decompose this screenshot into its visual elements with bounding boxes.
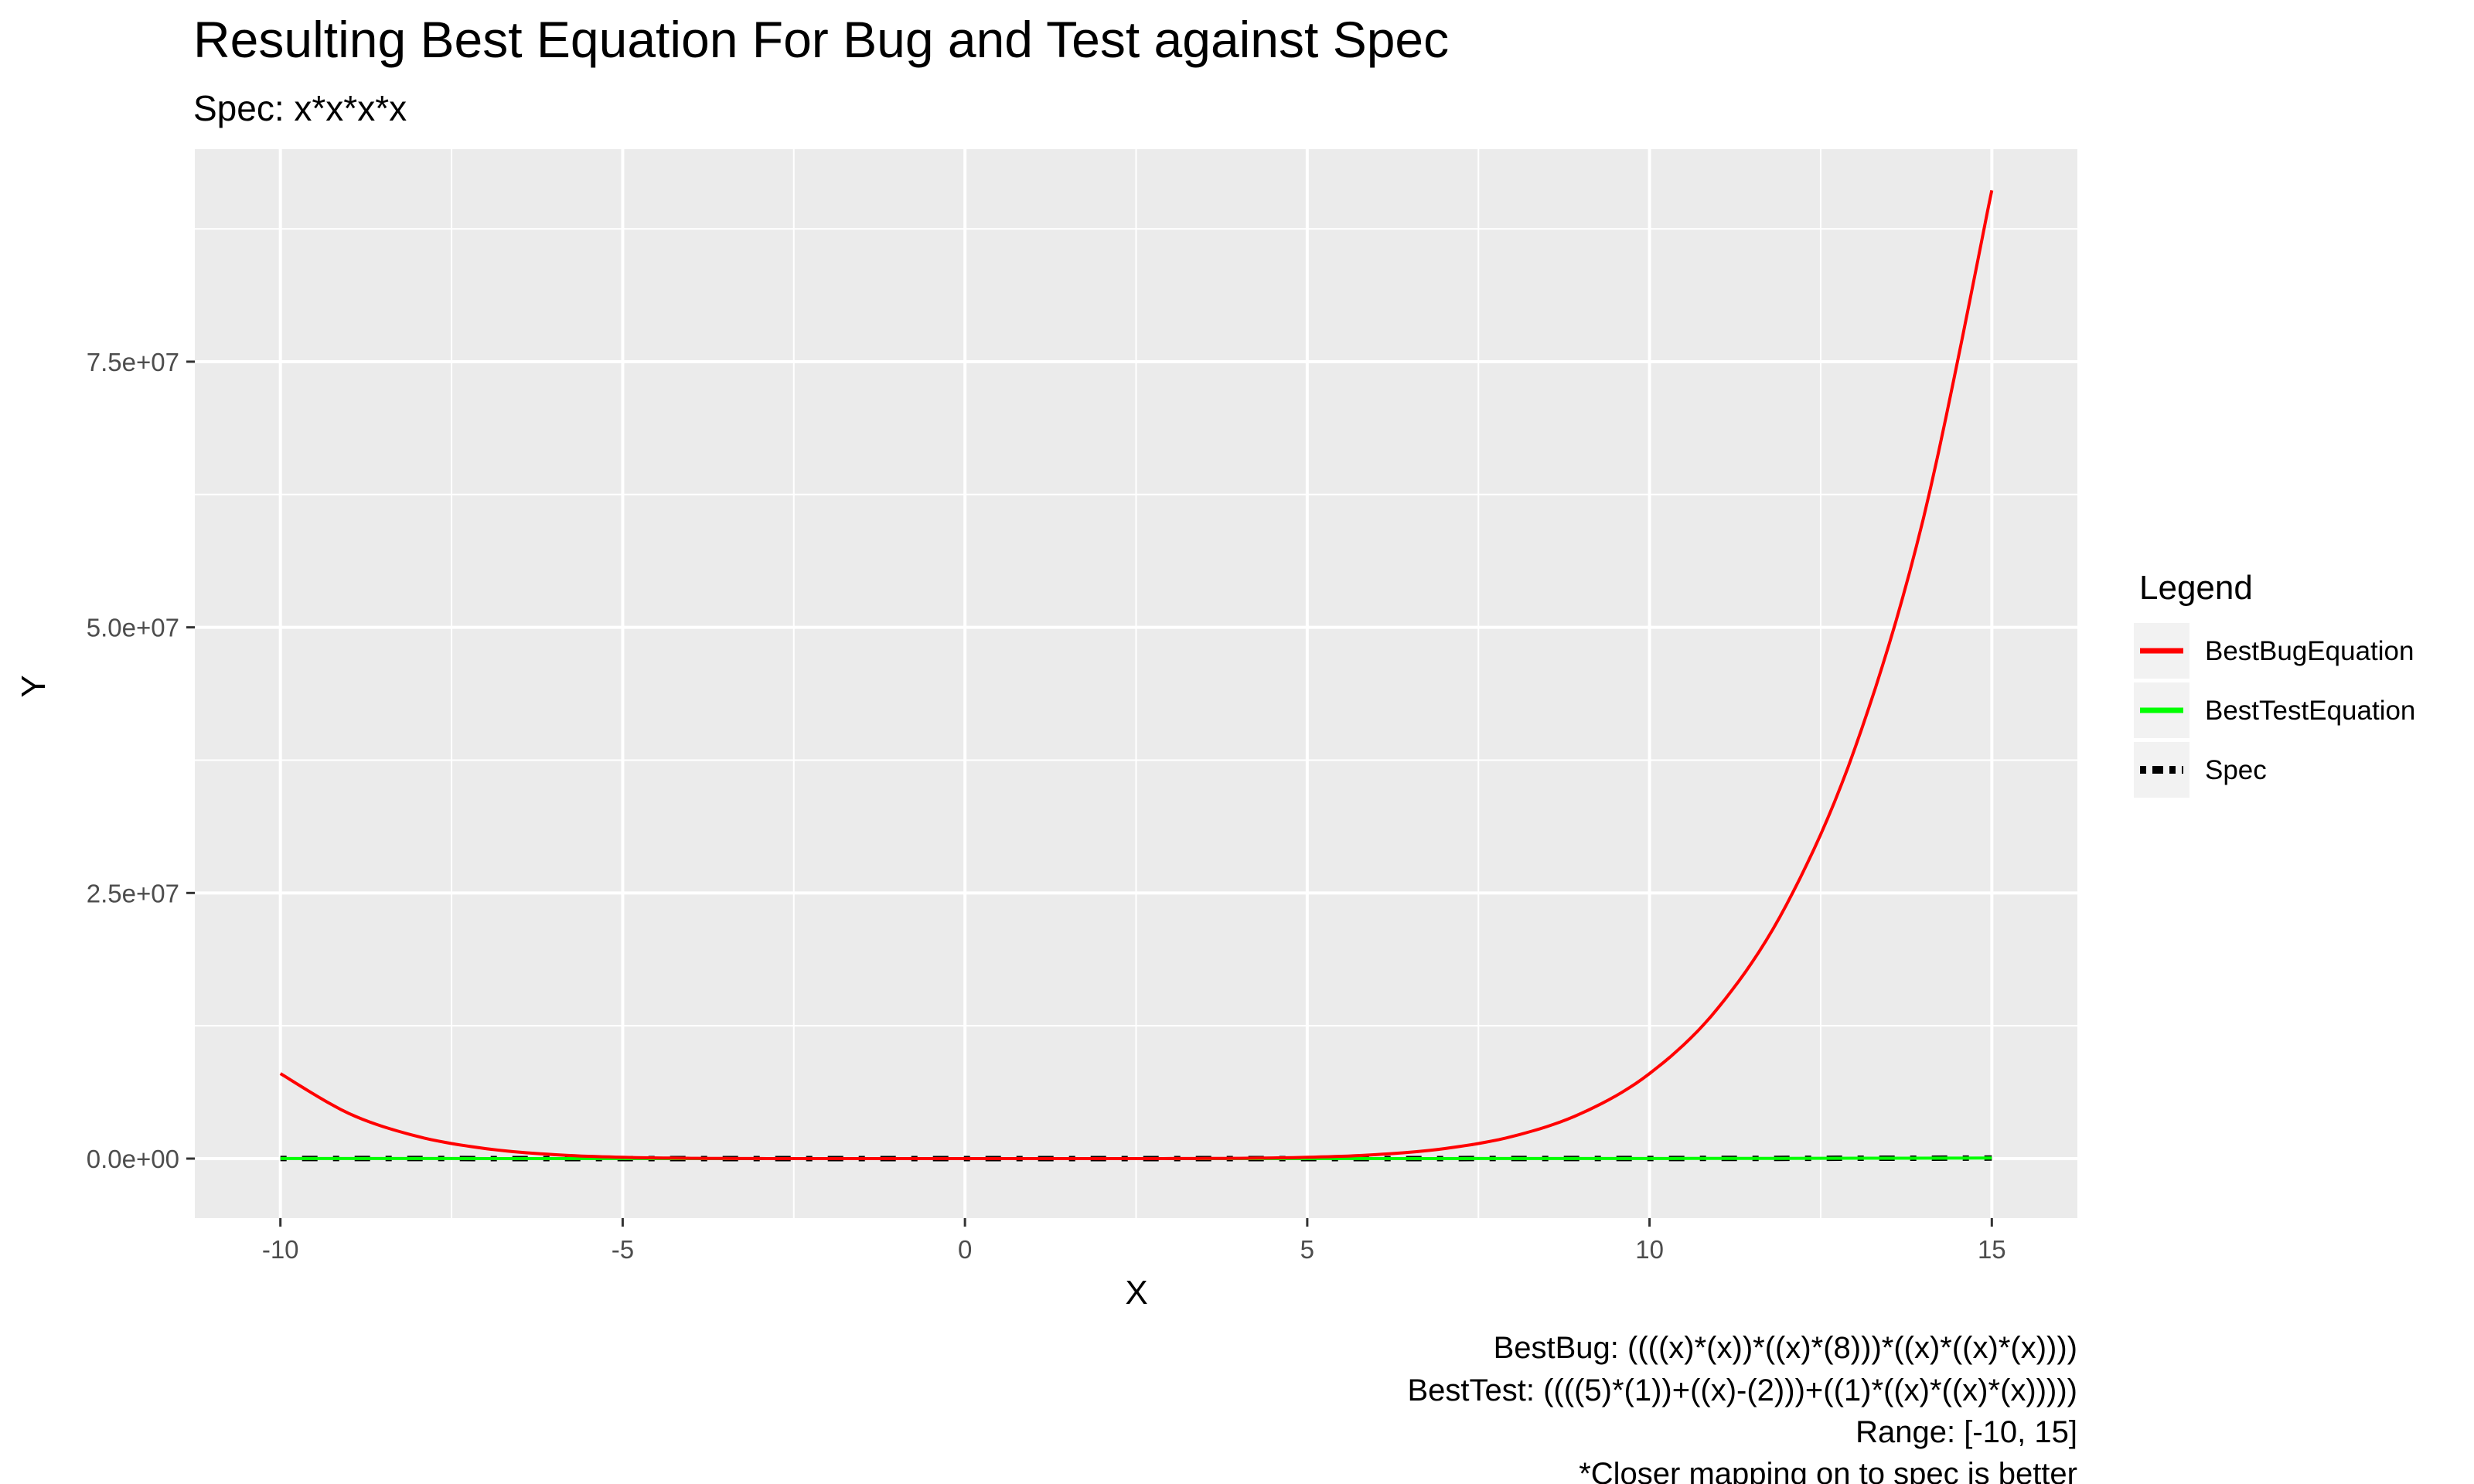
x-tick-label: 15 xyxy=(1978,1235,2006,1264)
y-axis-title: Y xyxy=(15,675,53,697)
x-tick-label: 10 xyxy=(1635,1235,1664,1264)
caption-line-range: Range: [-10, 15] xyxy=(1855,1415,2077,1449)
x-axis: -10 -5 0 5 10 15 xyxy=(262,1218,2006,1264)
legend-title: Legend xyxy=(2139,569,2253,607)
y-tick-label: 2.5e+07 xyxy=(87,879,179,907)
grid-minor xyxy=(195,149,2077,1218)
legend-label: BestBugEquation xyxy=(2205,636,2414,666)
legend-label: BestTestEquation xyxy=(2205,696,2415,726)
y-tick-label: 7.5e+07 xyxy=(87,348,179,376)
caption: BestBug: ((((x)*(x))*((x)*(8)))*((x)*((x… xyxy=(1407,1331,2077,1484)
legend-label: Spec xyxy=(2205,755,2267,785)
chart-subtitle: Spec: x*x*x*x xyxy=(193,88,407,128)
y-tick-label: 5.0e+07 xyxy=(87,614,179,642)
y-axis: 0.0e+00 2.5e+07 5.0e+07 7.5e+07 xyxy=(87,348,195,1173)
legend-items: BestBugEquation BestTestEquation Spec xyxy=(2134,623,2415,798)
x-tick-label: 0 xyxy=(958,1235,972,1264)
caption-line-besttest: BestTest: ((((5)*(1))+((x)-(2)))+((1)*((… xyxy=(1407,1373,2077,1407)
x-tick-label: -10 xyxy=(262,1235,299,1264)
caption-line-note: *Closer mapping on to spec is better xyxy=(1579,1457,2077,1484)
caption-line-bestbug: BestBug: ((((x)*(x))*((x)*(8)))*((x)*((x… xyxy=(1494,1331,2077,1365)
x-tick-label: -5 xyxy=(612,1235,634,1264)
legend: Legend BestBugEquation BestTestEquation Sp… xyxy=(2134,569,2415,798)
series-line-bestbugequation xyxy=(279,189,1994,1160)
x-tick-label: 5 xyxy=(1300,1235,1314,1264)
x-axis-title: X xyxy=(1125,1274,1147,1312)
chart-title: Resulting Best Equation For Bug and Test… xyxy=(193,11,1449,68)
series-layer xyxy=(279,189,1994,1162)
y-tick-label: 0.0e+00 xyxy=(87,1145,179,1173)
